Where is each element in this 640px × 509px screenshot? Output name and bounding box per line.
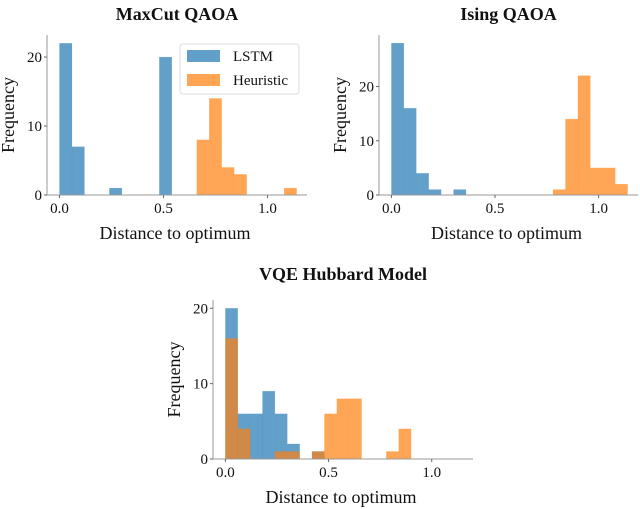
bar-heuristic (590, 167, 604, 196)
chart-panel-1: 0.0 0.5 1.0 0 10 20 MaxCut QAOA Distance to opt… (0, 4, 307, 243)
bar-heuristic (324, 413, 338, 460)
chart-title: Ising QAOA (460, 4, 557, 24)
y-tick-label: 0 (35, 188, 43, 204)
bar-lstm (415, 173, 430, 196)
bar-lstm (109, 187, 123, 196)
bar-heuristic (348, 398, 362, 460)
bar-heuristic (233, 174, 247, 196)
x-axis-label: Distance to optimum (431, 223, 582, 243)
legend-label: Heuristic (233, 73, 288, 89)
bar-lstm (249, 413, 263, 460)
bar-heuristic (286, 451, 300, 460)
chart-panel-2: 0.0 0.5 1.0 0 10 20 Ising QAOA Distance to opti… (330, 4, 638, 243)
x-tick-label: 0.0 (50, 201, 69, 217)
bar-lstm (453, 189, 467, 196)
y-tick-label: 0 (201, 452, 209, 468)
bar-heuristic (565, 118, 579, 196)
y-tick-label: 20 (27, 50, 42, 66)
y-tick-label: 0 (367, 188, 375, 204)
x-tick-label: 0.0 (382, 201, 401, 217)
bar-lstm (428, 189, 442, 196)
y-axis-label: Frequency (164, 342, 184, 418)
x-tick-label: 0.0 (216, 465, 235, 481)
chart-title: VQE Hubbard Model (259, 264, 427, 284)
y-tick-label: 20 (359, 80, 374, 96)
x-axis-label: Distance to optimum (100, 223, 251, 243)
x-axis-label: Distance to optimum (266, 487, 417, 507)
bar-heuristic (311, 451, 325, 460)
bar-heuristic (225, 338, 239, 460)
x-tick-label: 1.0 (589, 201, 608, 217)
bar-heuristic (221, 167, 235, 196)
y-tick-label: 10 (193, 377, 208, 393)
bar-heuristic (577, 75, 591, 196)
y-tick-label: 10 (359, 134, 374, 150)
legend-swatch-heuristic (187, 74, 220, 86)
bar-heuristic (336, 398, 350, 460)
bar-heuristic (552, 189, 566, 196)
x-tick-label: 1.0 (258, 201, 277, 217)
bar-heuristic (196, 139, 210, 196)
chart-title: MaxCut QAOA (116, 4, 239, 24)
bar-heuristic (237, 428, 251, 460)
legend-swatch-lstm (187, 50, 220, 62)
x-tick-label: 0.5 (486, 201, 505, 217)
x-tick-label: 1.0 (422, 465, 441, 481)
bar-lstm (403, 107, 417, 196)
x-tick-label: 0.5 (154, 201, 173, 217)
legend: LSTM Heuristic (179, 43, 300, 95)
legend-label: LSTM (233, 49, 273, 65)
y-axis-label: Frequency (0, 77, 18, 153)
bar-heuristic (614, 183, 628, 196)
y-tick-label: 10 (27, 119, 42, 135)
bar-heuristic (208, 98, 223, 196)
y-tick-label: 20 (193, 301, 208, 317)
bar-lstm (391, 42, 405, 196)
y-axis-label: Frequency (330, 77, 350, 153)
bar-lstm (262, 390, 276, 460)
bar-heuristic (602, 167, 616, 196)
bar-lstm (59, 42, 73, 196)
bar-heuristic (398, 428, 412, 460)
x-tick-label: 0.5 (319, 465, 338, 481)
bar-lstm (71, 146, 85, 196)
bar-lstm (159, 56, 173, 196)
bar-heuristic (386, 451, 400, 460)
bar-heuristic (274, 451, 288, 460)
chart-panel-3: 0.0 0.5 1.0 0 10 20 VQE Hubbard Model Distance … (164, 264, 473, 507)
bar-heuristic (283, 187, 297, 196)
